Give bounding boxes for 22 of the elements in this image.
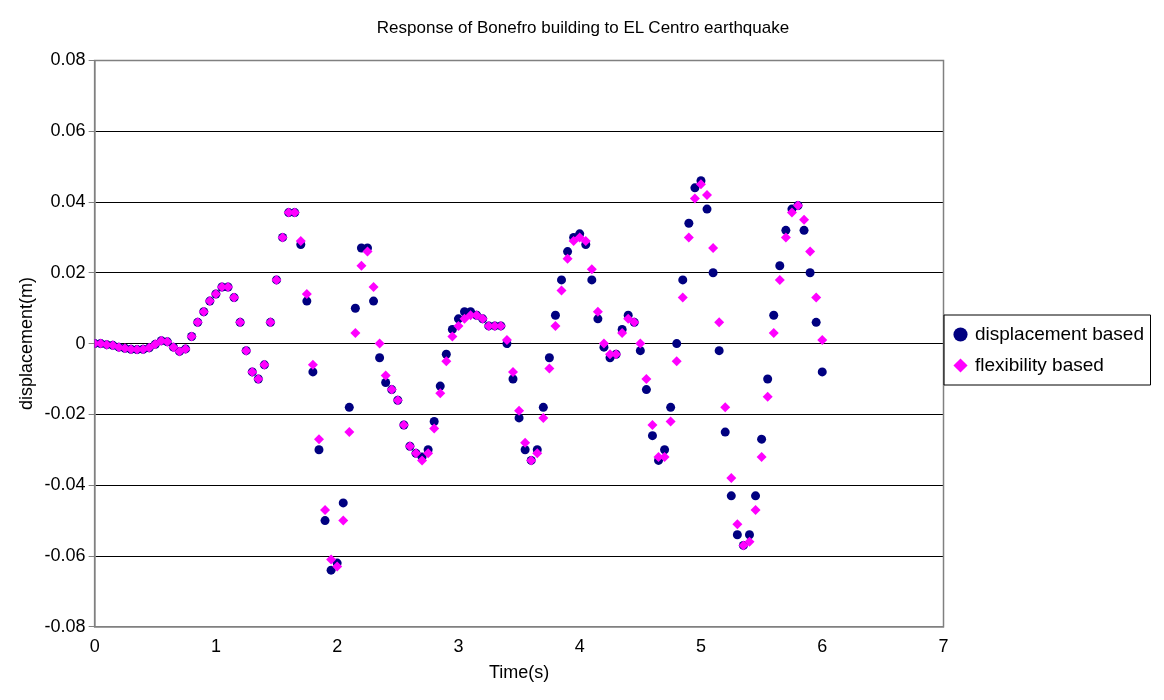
y-tick-label: -0.06 (44, 544, 86, 565)
chart-title: Response of Bonefro building to EL Centro earthquake (376, 17, 790, 37)
x-tick-label: 3 (453, 635, 464, 656)
x-tick-label: 4 (574, 635, 585, 656)
y-axis-title: displacement(m) (15, 277, 36, 411)
y-tick-label: 0.08 (50, 49, 86, 70)
x-tick-label: 0 (89, 635, 100, 656)
y-tick-label: -0.04 (44, 474, 86, 495)
y-tick-label: -0.08 (44, 615, 86, 636)
x-tick-label: 7 (938, 635, 949, 656)
y-tick-label: 0.02 (50, 261, 86, 282)
y-tick-label: 0.06 (50, 120, 86, 141)
x-tick-label: 6 (817, 635, 828, 656)
x-tick-label: 5 (695, 635, 706, 656)
x-axis-title: Time(s) (488, 662, 550, 683)
x-tick-label: 1 (210, 635, 221, 656)
x-tick-label: 2 (332, 635, 343, 656)
y-tick-label: 0 (75, 332, 86, 353)
legend-label: displacement based (975, 322, 1144, 344)
y-tick-label: -0.02 (44, 403, 86, 424)
legend-label: flexibility based (975, 353, 1104, 375)
y-tick-label: 0.04 (50, 190, 86, 211)
